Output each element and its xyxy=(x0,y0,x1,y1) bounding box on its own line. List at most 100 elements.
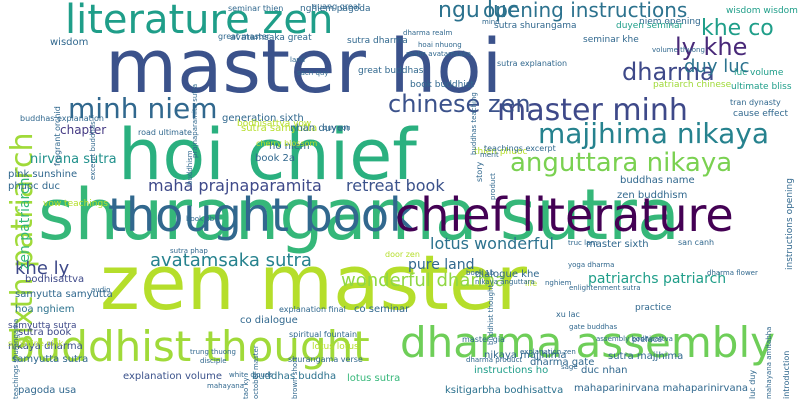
cloud-word: patriarchs patriarch xyxy=(588,271,727,287)
cloud-word: nikaya majjhima xyxy=(484,350,567,361)
cloud-word: sutra book xyxy=(18,327,72,338)
cloud-word: bodhisattva vow xyxy=(237,119,312,129)
cloud-word: luc volume xyxy=(734,68,784,78)
cloud-word: bodhisattva xyxy=(25,274,85,285)
cloud-word: nhan duyen xyxy=(290,123,350,134)
cloud-word: sach quy xyxy=(297,69,329,77)
cloud-word: story xyxy=(475,161,484,182)
cloud-word: excerpt buddhas xyxy=(89,121,97,180)
cloud-word: fragrant orchid xyxy=(53,106,62,166)
cloud-word: literature zen xyxy=(65,0,334,43)
cloud-word: ho niem xyxy=(269,141,310,152)
cloud-word: introduction xyxy=(782,350,791,399)
cloud-word: minh niem xyxy=(68,92,218,125)
cloud-word: land xyxy=(290,56,306,64)
cloud-word: nikaya anguttara xyxy=(475,278,535,286)
cloud-word: book 2a xyxy=(255,153,296,164)
cloud-word: dharma flower xyxy=(707,269,758,277)
cloud-word: hoai nhuong xyxy=(418,41,462,49)
cloud-word: pagoda usa xyxy=(18,385,77,396)
cloud-word: avatamsaka sutra xyxy=(150,250,312,271)
cloud-word: samyutta sutra xyxy=(8,321,77,331)
cloud-word: explanation volume xyxy=(123,371,222,382)
cloud-word: realm avatamsaka xyxy=(406,50,472,58)
cloud-word: enlightenment sutra xyxy=(569,284,641,292)
cloud-word: sutra majjhima xyxy=(608,351,684,362)
cloud-word: dharma xyxy=(622,58,715,86)
cloud-word: shurangama sutra xyxy=(38,174,680,256)
cloud-word: cherry blossom xyxy=(256,139,318,148)
cloud-word: dialogue khe xyxy=(475,269,540,280)
cloud-word: master sixth xyxy=(586,239,649,250)
cloud-word: nghiem pagoda xyxy=(300,4,371,14)
cloud-word: zen master xyxy=(100,238,527,327)
cloud-word: xu lac xyxy=(556,310,580,319)
cloud-word: maha prajnaparamita xyxy=(148,176,322,195)
cloud-word: great buddhas xyxy=(358,66,424,76)
cloud-word: assembly bodhisattva xyxy=(596,335,673,343)
cloud-word: quy son xyxy=(323,124,351,132)
cloud-word: instructions opening xyxy=(785,178,795,270)
cloud-word: generation sixth xyxy=(222,113,304,124)
cloud-word: dharma realm xyxy=(403,29,453,37)
cloud-word: chief literature xyxy=(395,188,734,242)
cloud-word: teachings shurangama xyxy=(12,318,20,399)
cloud-word: samyutta samyutta xyxy=(15,289,113,300)
cloud-word: chinese zen xyxy=(388,90,531,118)
cloud-word: prajnaparamita sutra xyxy=(191,83,199,158)
cloud-word: yoga dharma xyxy=(568,261,615,269)
cloud-word: ly khe xyxy=(675,33,748,61)
cloud-word: sage xyxy=(561,363,578,371)
cloud-word: wisdom xyxy=(50,37,89,48)
cloud-word: sutra samyutta xyxy=(241,123,318,134)
cloud-word: zen buddhism xyxy=(617,190,688,201)
cloud-word: october master xyxy=(252,345,260,399)
cloud-word: buddhas name xyxy=(620,175,695,186)
cloud-word: gate buddhas xyxy=(569,323,618,331)
cloud-word: sutra explanation xyxy=(497,59,568,68)
cloud-word: road ultimate xyxy=(138,128,192,137)
cloud-word: teachings excerpt xyxy=(484,144,556,153)
cloud-word: hoa nghiem xyxy=(15,304,75,315)
cloud-word: product xyxy=(489,173,497,200)
cloud-word: lotus lotus xyxy=(312,342,359,352)
cloud-word: duc nhan xyxy=(581,365,628,376)
cloud-word: mind xyxy=(482,18,500,26)
cloud-word: wisdom wisdom xyxy=(726,6,798,16)
cloud-word: vow teachings xyxy=(43,199,108,209)
cloud-word: khe ly xyxy=(15,258,70,279)
cloud-word: dharma product xyxy=(466,356,523,364)
cloud-word: phuoc duc xyxy=(8,181,61,192)
cloud-word: pure land xyxy=(408,257,475,273)
cloud-word: sunshine pink xyxy=(8,339,64,348)
cloud-word: dharma gate xyxy=(530,357,595,368)
cloud-word: ngu luc xyxy=(438,0,519,23)
cloud-word: explanation final xyxy=(279,305,346,314)
cloud-word: thought book xyxy=(108,188,416,242)
cloud-word: khe co xyxy=(701,16,774,41)
cloud-word: luc duy xyxy=(748,369,757,399)
cloud-word: book buddhist xyxy=(410,80,475,90)
cloud-word: sutra phap xyxy=(170,247,208,255)
cloud-word: retreat book xyxy=(346,176,445,195)
cloud-word: tran dynasty xyxy=(730,98,781,107)
cloud-word: lotus wonderful xyxy=(430,234,554,253)
cloud-word: disciple xyxy=(200,357,227,365)
cloud-word: master gia xyxy=(462,335,505,344)
cloud-word: anguttara nikaya xyxy=(510,148,733,178)
cloud-word: co seminar xyxy=(354,304,410,315)
cloud-word: explanation zen xyxy=(520,348,576,356)
cloud-word: nikaya dharma xyxy=(8,341,83,352)
cloud-word: merit xyxy=(480,151,499,159)
cloud-word: mahaparinirvana mahaparinirvana xyxy=(574,383,749,394)
cloud-word: book 1b xyxy=(466,269,495,277)
cloud-word: buddhist thought xyxy=(487,284,495,345)
cloud-word: sutra dharma xyxy=(347,36,408,46)
cloud-word: nirvana sutra xyxy=(30,152,117,167)
cloud-word: seminar thien xyxy=(228,4,284,13)
cloud-word: niem opening xyxy=(639,17,701,27)
cloud-word: buddhas explanation xyxy=(20,114,105,123)
cloud-word: samyutta sutra xyxy=(12,354,89,365)
cloud-word: practice xyxy=(635,303,672,313)
